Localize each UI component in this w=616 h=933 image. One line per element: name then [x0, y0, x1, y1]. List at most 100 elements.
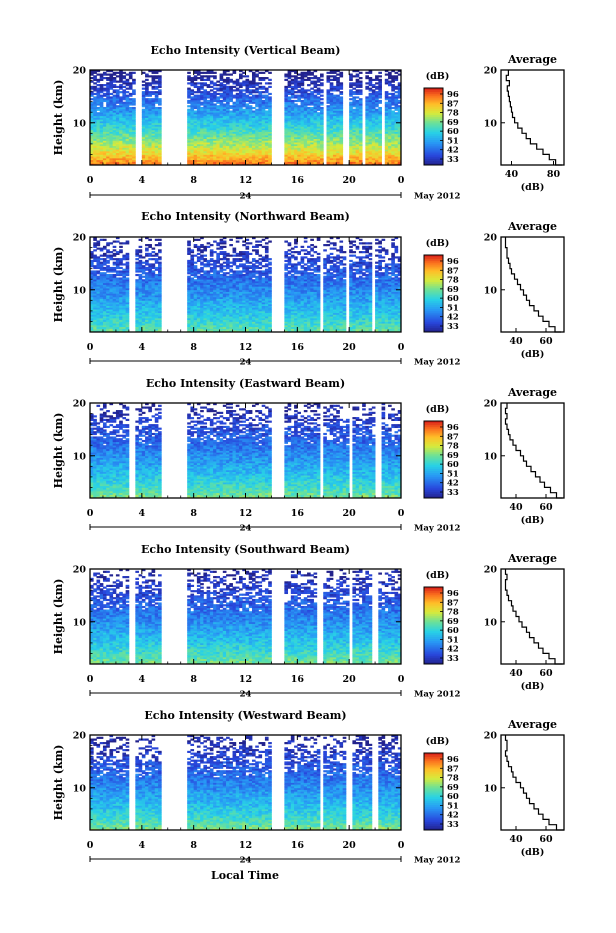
heatmap-cell [246, 95, 250, 97]
heatmap-cell [122, 86, 126, 88]
heatmap-cell [233, 95, 237, 97]
heatmap-cell [132, 72, 136, 74]
heatmap-cell [100, 74, 104, 76]
heatmap-cell [116, 86, 120, 88]
heatmap-cell [187, 72, 191, 74]
heatmap-cell [213, 72, 217, 74]
heatmap-cell [242, 93, 246, 95]
heatmap-cell [265, 77, 269, 79]
heatmap-cell [119, 84, 123, 86]
heatmap-cell [262, 72, 266, 74]
heatmap-cell [93, 82, 97, 84]
heatmap-cell [142, 81, 146, 83]
heatmap-cell [207, 84, 211, 86]
heatmap-cell [122, 72, 126, 74]
heatmap-cell [96, 107, 100, 109]
heatmap-cell [220, 74, 224, 76]
heatmap-cell [190, 77, 194, 79]
heatmap-cell [233, 81, 237, 83]
heatmap-cell [116, 75, 120, 77]
heatmap-cell [126, 79, 130, 81]
figure: Echo Intensity (Vertical Beam)0481216200… [0, 0, 616, 929]
heatmap-cell [255, 109, 259, 111]
heatmap-cell [122, 75, 126, 77]
heatmap-cell [116, 105, 120, 107]
heatmap-cell [229, 86, 233, 88]
heatmap-cell [255, 82, 259, 84]
heatmap-cell [220, 100, 224, 102]
heatmap-cell [262, 86, 266, 88]
heatmap-cell [216, 93, 220, 95]
heatmap-cell [129, 72, 133, 74]
heatmap-cell [145, 98, 149, 100]
heatmap-cell [236, 88, 240, 90]
heatmap-cell [284, 79, 288, 81]
heatmap-cell [194, 110, 198, 112]
heatmap-cell [246, 75, 250, 77]
heatmap-cell [190, 89, 194, 91]
heatmap-cell [268, 86, 272, 88]
heatmap-cell [265, 88, 269, 90]
heatmap-cell [249, 105, 253, 107]
heatmap-cell [236, 79, 240, 81]
heatmap-cell [197, 86, 201, 88]
heatmap-cell [294, 91, 298, 93]
heatmap-cell [249, 81, 253, 83]
heatmap-cell [226, 77, 230, 79]
heatmap-cell [155, 107, 159, 109]
heatmap-cell [113, 77, 117, 79]
heatmap-cell [207, 91, 211, 93]
heatmap-cell [152, 98, 156, 100]
heatmap-cell [100, 84, 104, 86]
heatmap-cell [155, 81, 159, 83]
heatmap-cell [113, 95, 117, 97]
heatmap-cell [113, 89, 117, 91]
heatmap-cell [288, 89, 292, 91]
heatmap-cell [210, 81, 214, 83]
heatmap-cell [200, 75, 204, 77]
heatmap-cell [233, 89, 237, 91]
heatmap-cell [258, 77, 262, 79]
heatmap-cell [122, 81, 126, 83]
heatmap-cell [294, 103, 298, 105]
heatmap-cell [288, 96, 292, 98]
heatmap-cell [268, 72, 272, 74]
heatmap-cell [126, 95, 130, 97]
heatmap-cell [268, 93, 272, 95]
heatmap-cell [145, 74, 149, 76]
heatmap-cell [194, 82, 198, 84]
heatmap-cell [210, 93, 214, 95]
heatmap-cell [155, 75, 159, 77]
heatmap-cell [284, 86, 288, 88]
heatmap-cell [213, 88, 217, 90]
heatmap-cell [229, 105, 233, 107]
heatmap-cell [265, 95, 269, 97]
heatmap-cell [148, 91, 152, 93]
heatmap-cell [265, 82, 269, 84]
heatmap-cell [203, 75, 207, 77]
heatmap-cell [106, 77, 110, 79]
heatmap-cell [246, 79, 250, 81]
heatmap-cell [155, 91, 159, 93]
heatmap-cell [210, 89, 214, 91]
heatmap-cell [207, 75, 211, 77]
heatmap-cell [129, 107, 133, 109]
heatmap-cell [233, 102, 237, 104]
echo-intensity-figure: Echo Intensity (Vertical Beam)0481216200… [0, 0, 616, 929]
heatmap-cell [106, 82, 110, 84]
heatmap-cell [126, 91, 130, 93]
heatmap-cell [229, 74, 233, 76]
heatmap-cell [93, 93, 97, 95]
heatmap-cell [265, 110, 269, 112]
heatmap-cell [148, 82, 152, 84]
heatmap-cell [216, 88, 220, 90]
heatmap-cell [187, 100, 191, 102]
heatmap-cell [226, 86, 230, 88]
heatmap-cell [116, 81, 120, 83]
heatmap-cell [119, 96, 123, 98]
heatmap-cell [142, 109, 146, 111]
heatmap-cell [216, 81, 220, 83]
heatmap-cell [294, 100, 298, 102]
heatmap-cell [203, 79, 207, 81]
heatmap-cell [158, 75, 162, 77]
